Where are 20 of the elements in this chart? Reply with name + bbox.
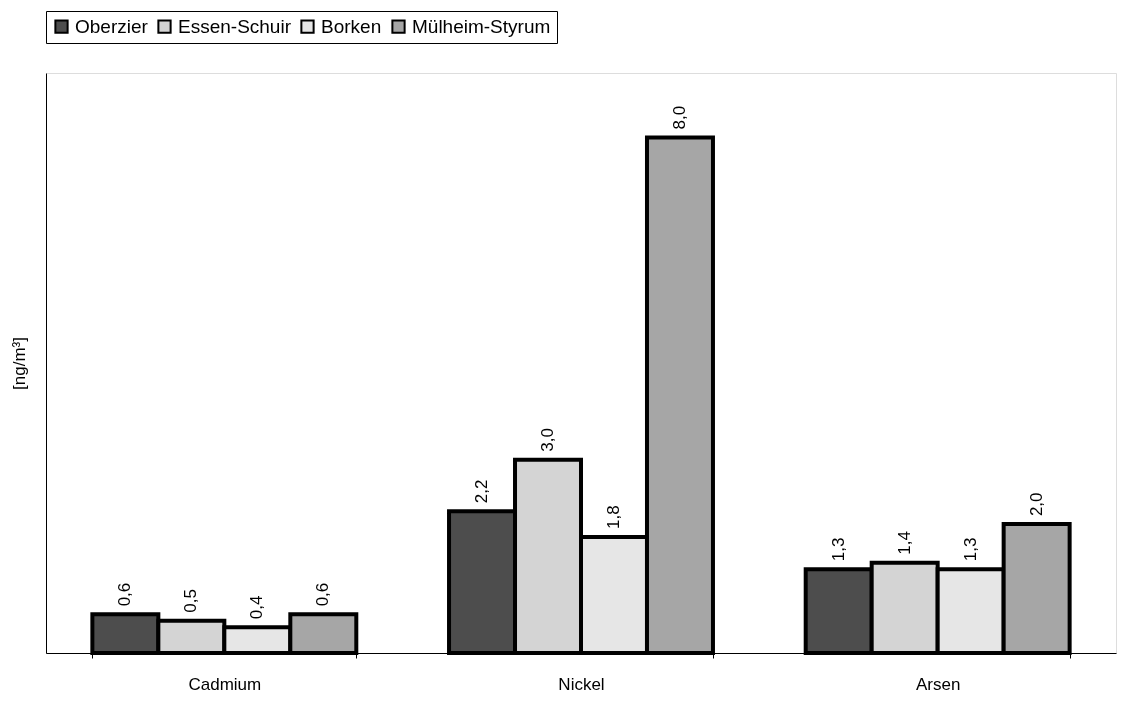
- data-label: 1,4: [894, 531, 914, 555]
- data-label: 8,0: [669, 105, 689, 130]
- data-label: 1,3: [828, 537, 848, 562]
- data-label: 0,4: [247, 595, 267, 620]
- data-label: 2,2: [472, 479, 492, 504]
- legend-label: Mülheim-Styrum: [412, 15, 551, 37]
- data-label: 3,0: [538, 428, 558, 452]
- legend-label: Borken: [321, 15, 382, 37]
- data-label: 0,6: [313, 582, 333, 607]
- data-label: 0,5: [181, 589, 201, 613]
- y-axis-title: [ng/m³]: [9, 337, 29, 390]
- legend-label: Oberzier: [75, 15, 149, 37]
- x-tick-label: Cadmium: [188, 674, 262, 694]
- data-label: 2,0: [1026, 492, 1046, 517]
- data-label: 1,3: [960, 537, 980, 562]
- legend-label: Essen-Schuir: [178, 15, 292, 37]
- data-label: 1,8: [603, 505, 623, 529]
- x-tick-label: Arsen: [915, 674, 961, 694]
- x-tick-label: Nickel: [558, 674, 605, 694]
- data-label: 0,6: [115, 582, 135, 607]
